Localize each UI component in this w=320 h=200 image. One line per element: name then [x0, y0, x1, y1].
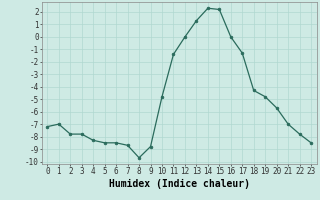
X-axis label: Humidex (Indice chaleur): Humidex (Indice chaleur): [109, 179, 250, 189]
